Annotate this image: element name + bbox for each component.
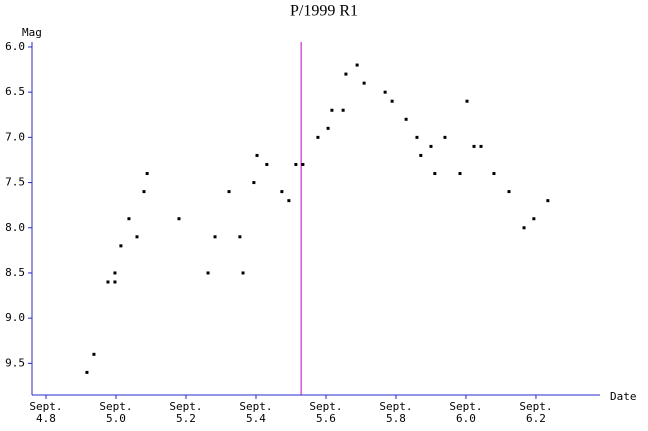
y-tick-label: 8.5 — [5, 266, 25, 279]
point — [404, 117, 408, 121]
point — [383, 90, 387, 94]
point — [546, 199, 550, 203]
point — [316, 135, 320, 139]
point — [280, 190, 284, 194]
y-tick-label: 7.0 — [5, 130, 25, 143]
point — [330, 108, 334, 112]
point — [106, 280, 110, 284]
point — [294, 162, 298, 166]
point — [433, 172, 437, 176]
x-tick-label: Sept. 5.2 — [169, 400, 203, 425]
x-tick-label: Sept. 6.0 — [449, 400, 483, 425]
y-tick-label: 7.5 — [5, 176, 25, 189]
point — [341, 108, 345, 112]
point — [206, 271, 210, 275]
x-tick-label: Sept. 5.8 — [379, 400, 413, 425]
point — [355, 63, 359, 67]
point — [177, 217, 181, 221]
point — [532, 217, 536, 221]
point — [238, 235, 242, 239]
point — [241, 271, 245, 275]
point — [135, 235, 139, 239]
y-tick-label: 8.0 — [5, 221, 25, 234]
x-axis-label: Date — [610, 390, 637, 403]
x-tick-label: Sept. 5.6 — [309, 400, 343, 425]
point — [507, 190, 511, 194]
y-axis-label: Mag — [22, 26, 42, 39]
point — [492, 172, 496, 176]
x-tick-label: Sept. 5.4 — [239, 400, 273, 425]
x-tick-label: Sept. 4.8 — [29, 400, 63, 425]
point — [443, 135, 447, 139]
point — [458, 172, 462, 176]
point — [213, 235, 217, 239]
point — [113, 271, 117, 275]
x-tick-label: Sept. 5.0 — [99, 400, 133, 425]
point — [145, 172, 149, 176]
point — [287, 199, 291, 203]
point — [390, 99, 394, 103]
point — [255, 153, 259, 157]
y-tick-label: 9.5 — [5, 356, 25, 369]
point — [227, 190, 231, 194]
point — [252, 181, 256, 185]
x-tick-label: Sept. 6.2 — [519, 400, 553, 425]
point — [465, 99, 469, 103]
point — [479, 144, 483, 148]
y-tick-label: 6.0 — [5, 40, 25, 53]
point — [119, 244, 123, 248]
point — [85, 370, 89, 374]
point — [429, 144, 433, 148]
point — [142, 190, 146, 194]
point — [362, 81, 366, 85]
point — [265, 162, 269, 166]
y-tick-label: 6.5 — [5, 85, 25, 98]
chart-title: P/1999 R1 — [290, 3, 358, 20]
point — [522, 226, 526, 230]
point — [326, 126, 330, 130]
point — [92, 352, 96, 356]
point — [113, 280, 117, 284]
point — [127, 217, 131, 221]
point — [344, 72, 348, 76]
point — [415, 135, 419, 139]
point — [472, 144, 476, 148]
point — [419, 153, 423, 157]
y-tick-label: 9.0 — [5, 311, 25, 324]
point — [301, 162, 305, 166]
